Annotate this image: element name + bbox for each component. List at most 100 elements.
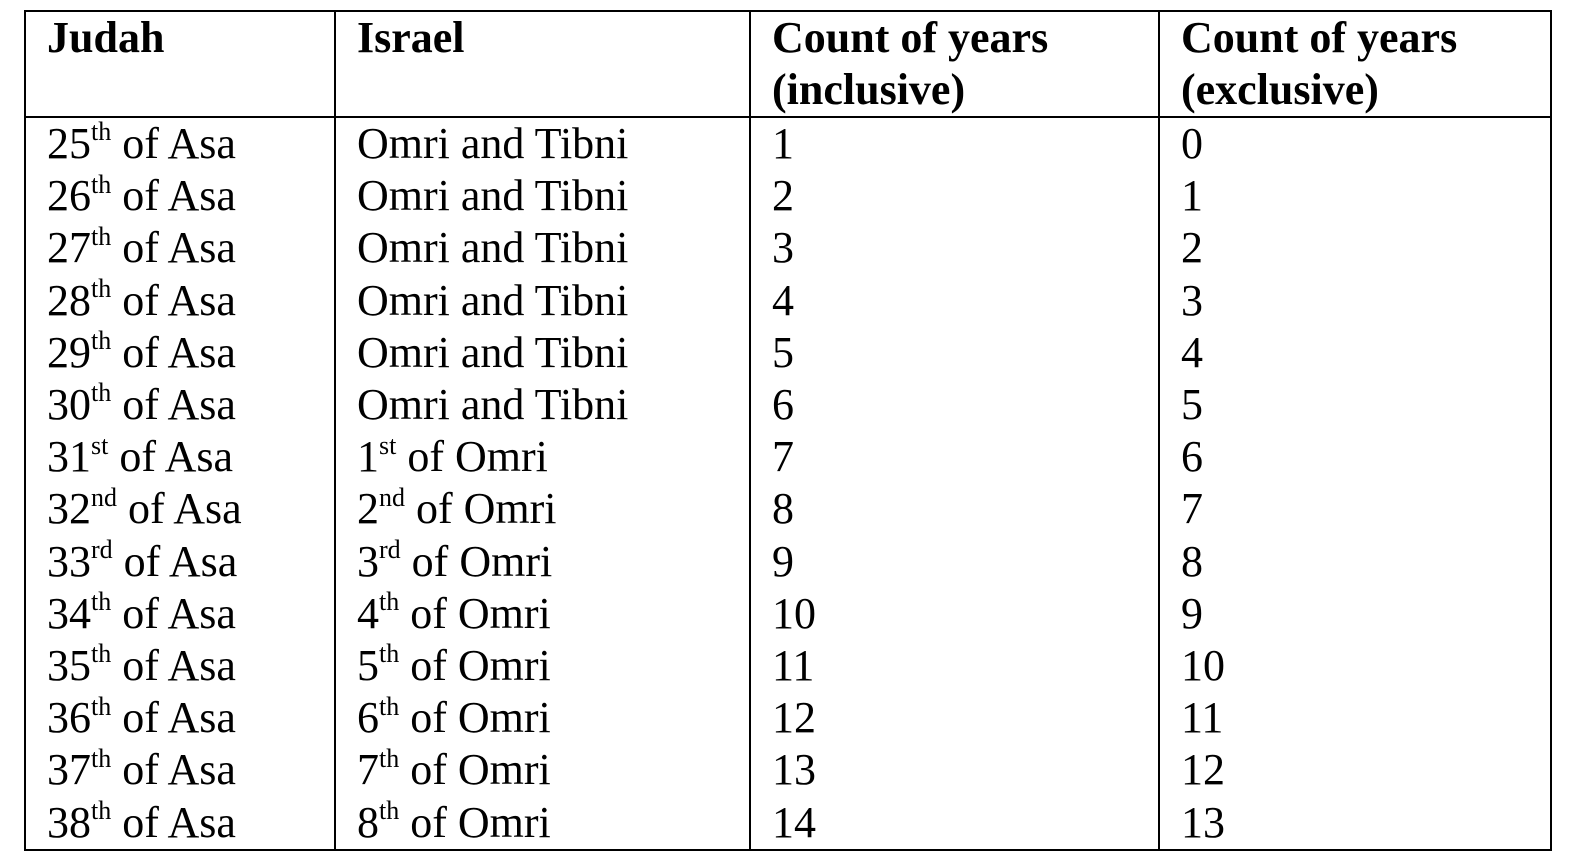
reign-table-container: Judah Israel Count of years (inclusive) … [24, 10, 1552, 851]
judah-ordinal-suffix: th [91, 117, 112, 147]
cell-judah: 32nd of Asa [24, 482, 336, 536]
cell-israel: 2nd of Omri [334, 482, 751, 536]
israel-king-text: of Omri [399, 641, 551, 691]
judah-king-text: of Asa [111, 275, 236, 325]
cell-count-exclusive: 11 [1158, 692, 1552, 745]
israel-ordinal-suffix: rd [379, 534, 401, 564]
judah-king-text: of Asa [112, 536, 238, 586]
judah-year-number: 29 [47, 327, 91, 377]
israel-year-number: 1 [357, 432, 379, 482]
israel-king-text: Omri and Tibni [357, 119, 629, 168]
judah-ordinal-suffix: th [91, 691, 112, 721]
table-row: 37th of Asa 7th of Omri 13 12 [24, 743, 1552, 797]
judah-king-text: of Asa [108, 432, 233, 482]
cell-israel: 5th of Omri [334, 639, 751, 693]
israel-king-text: of Omri [399, 693, 551, 743]
judah-king-text: of Asa [111, 641, 236, 691]
judah-king-text: of Asa [111, 119, 236, 168]
judah-king-text: of Asa [111, 171, 236, 221]
judah-year-number: 25 [47, 119, 91, 168]
table-row: 38th of Asa 8th of Omri 14 13 [24, 796, 1552, 851]
judah-king-text: of Asa [111, 797, 236, 847]
cell-israel: Omri and Tibni [334, 326, 751, 380]
cell-count-exclusive: 13 [1158, 796, 1552, 851]
cell-judah: 34th of Asa [24, 587, 336, 641]
israel-king-text: of Omri [405, 484, 557, 534]
cell-count-inclusive: 13 [749, 744, 1160, 797]
judah-year-number: 31 [47, 432, 91, 482]
judah-year-number: 37 [47, 745, 91, 795]
israel-ordinal-suffix: th [379, 639, 400, 669]
cell-count-exclusive: 8 [1158, 535, 1552, 588]
judah-king-text: of Asa [111, 327, 236, 377]
cell-count-exclusive: 4 [1158, 326, 1552, 380]
judah-ordinal-suffix: th [91, 273, 112, 303]
judah-ordinal-suffix: st [91, 430, 109, 460]
judah-king-text: of Asa [117, 484, 242, 534]
cell-count-exclusive: 5 [1158, 379, 1552, 432]
judah-year-number: 34 [47, 588, 91, 638]
judah-ordinal-suffix: th [91, 378, 112, 408]
cell-count-inclusive: 9 [749, 535, 1160, 588]
judah-ordinal-suffix: nd [91, 482, 117, 512]
table-row: 25th of Asa Omri and Tibni 1 0 [24, 117, 1552, 171]
table-row: 33rd of Asa 3rd of Omri 9 8 [24, 534, 1552, 588]
cell-count-exclusive: 0 [1158, 117, 1552, 171]
table-header: Judah Israel Count of years (inclusive) … [24, 10, 1552, 118]
cell-count-inclusive: 2 [749, 170, 1160, 223]
cell-count-exclusive: 9 [1158, 587, 1552, 641]
table-row: 29th of Asa Omri and Tibni 5 4 [24, 326, 1552, 380]
cell-count-inclusive: 8 [749, 483, 1160, 536]
cell-count-inclusive: 1 [749, 117, 1160, 171]
israel-ordinal-suffix: th [379, 743, 400, 773]
judah-year-number: 28 [47, 275, 91, 325]
israel-king-text: Omri and Tibni [357, 171, 629, 221]
judah-year-number: 35 [47, 641, 91, 691]
table-row: 36th of Asa 6th of Omri 12 11 [24, 691, 1552, 745]
cell-count-exclusive: 10 [1158, 640, 1552, 693]
israel-ordinal-suffix: th [379, 691, 400, 721]
judah-year-number: 36 [47, 693, 91, 743]
israel-king-text: Omri and Tibni [357, 327, 629, 377]
israel-ordinal-suffix: nd [379, 482, 405, 512]
judah-year-number: 27 [47, 223, 91, 273]
cell-israel: 8th of Omri [334, 796, 751, 851]
cell-count-inclusive: 11 [749, 640, 1160, 693]
table-row: 34th of Asa 4th of Omri 10 9 [24, 587, 1552, 641]
cell-israel: Omri and Tibni [334, 379, 751, 432]
table-row: 30th of Asa Omri and Tibni 6 5 [24, 378, 1552, 432]
israel-king-text: Omri and Tibni [357, 275, 629, 325]
cell-judah: 28th of Asa [24, 273, 336, 327]
cell-judah: 25th of Asa [24, 117, 336, 171]
cell-count-inclusive: 6 [749, 379, 1160, 432]
judah-ordinal-suffix: rd [91, 534, 113, 564]
cell-israel: 1st of Omri [334, 430, 751, 484]
cell-count-inclusive: 7 [749, 431, 1160, 484]
israel-year-number: 2 [357, 484, 379, 534]
israel-ordinal-suffix: st [379, 430, 397, 460]
header-row: Judah Israel Count of years (inclusive) … [24, 10, 1552, 118]
cell-count-exclusive: 1 [1158, 170, 1552, 223]
israel-year-number: 7 [357, 745, 379, 795]
table-row: 27th of Asa Omri and Tibni 3 2 [24, 222, 1552, 275]
cell-count-inclusive: 3 [749, 222, 1160, 275]
cell-israel: Omri and Tibni [334, 117, 751, 171]
cell-judah: 31st of Asa [24, 430, 336, 484]
cell-count-inclusive: 4 [749, 274, 1160, 327]
judah-king-text: of Asa [111, 745, 236, 795]
cell-count-exclusive: 3 [1158, 274, 1552, 327]
cell-judah: 26th of Asa [24, 170, 336, 223]
judah-ordinal-suffix: th [91, 587, 112, 617]
table-row: 31st of Asa 1st of Omri 7 6 [24, 430, 1552, 484]
header-count-inclusive: Count of years (inclusive) [749, 10, 1160, 118]
cell-count-exclusive: 2 [1158, 222, 1552, 275]
judah-year-number: 26 [47, 171, 91, 221]
cell-count-inclusive: 12 [749, 692, 1160, 745]
header-count-exclusive: Count of years (exclusive) [1158, 10, 1552, 118]
israel-king-text: of Omri [400, 536, 553, 586]
cell-count-exclusive: 12 [1158, 744, 1552, 797]
israel-year-number: 3 [357, 536, 379, 586]
judah-year-number: 30 [47, 380, 91, 430]
judah-year-number: 33 [47, 536, 91, 586]
cell-judah: 37th of Asa [24, 744, 336, 797]
